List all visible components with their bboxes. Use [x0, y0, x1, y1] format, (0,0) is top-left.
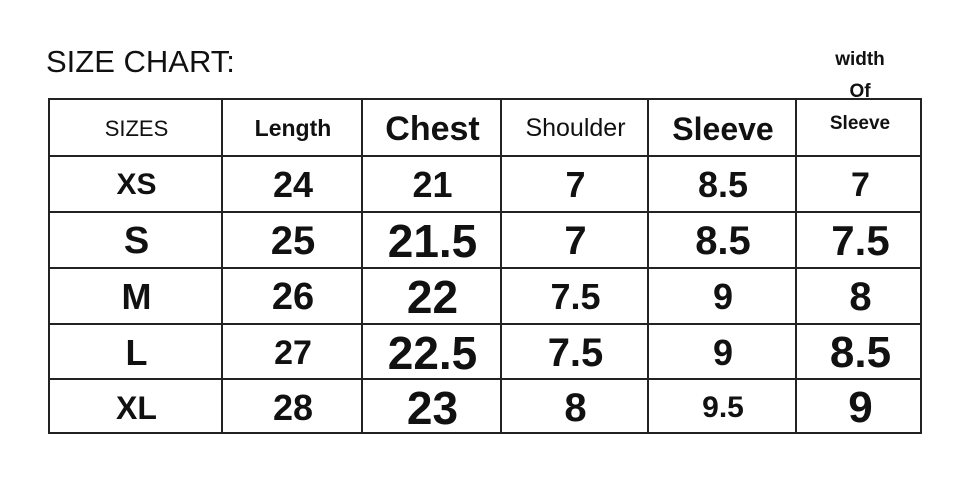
cell-shoulder: 7.5	[550, 276, 601, 317]
row-divider	[50, 267, 920, 269]
header-width-of-sleeve-line: Sleeve	[829, 113, 891, 134]
cell-sizes: S	[123, 220, 150, 262]
row-divider	[50, 323, 920, 325]
cell-sizes: M	[121, 276, 152, 317]
cell-chest: 22	[406, 271, 459, 323]
cell-chest: 22.5	[387, 326, 478, 379]
cell-width-of-sleeve: 9	[848, 383, 873, 432]
column-divider	[647, 100, 649, 432]
column-divider	[361, 100, 363, 432]
cell-chest: 21	[412, 164, 453, 205]
cell-length: 26	[271, 276, 315, 318]
page-title: SIZE CHART:	[46, 44, 235, 79]
cell-sizes: XS	[116, 168, 157, 201]
cell-sleeve: 9	[712, 276, 734, 317]
cell-chest: 23	[406, 382, 459, 434]
column-divider	[221, 100, 223, 432]
cell-length: 28	[272, 387, 314, 428]
cell-width-of-sleeve: 8.5	[829, 327, 892, 377]
cell-width-of-sleeve: 7.5	[831, 217, 890, 264]
size-table: SIZES Length Chest Shoulder Sleeve XS 24 21 7 8.5…	[48, 98, 922, 434]
header-width-of-sleeve: width Of Sleeve	[800, 44, 920, 140]
header-sizes: SIZES	[104, 115, 169, 141]
row-divider	[50, 211, 920, 213]
header-width-of-sleeve-line: Of	[849, 81, 871, 102]
cell-chest: 21.5	[387, 215, 478, 267]
cell-width-of-sleeve: 7	[851, 166, 870, 204]
cell-sizes: XL	[116, 390, 157, 426]
column-divider	[500, 100, 502, 432]
cell-sleeve: 8.5	[695, 219, 751, 263]
column-divider	[795, 100, 797, 432]
cell-length: 24	[272, 164, 314, 205]
cell-shoulder: 7	[565, 164, 586, 205]
row-divider	[50, 155, 920, 157]
cell-width-of-sleeve: 8	[849, 275, 872, 319]
cell-sleeve: 9.5	[702, 391, 744, 424]
header-width-of-sleeve-line: width	[835, 49, 885, 70]
header-length: Length	[254, 115, 332, 141]
header-chest: Chest	[385, 109, 480, 148]
header-sleeve: Sleeve	[672, 110, 774, 147]
header-shoulder: Shoulder	[525, 114, 626, 142]
row-divider	[50, 378, 920, 380]
cell-shoulder: 7	[564, 219, 587, 263]
cell-sleeve: 9	[712, 331, 734, 373]
cell-length: 25	[270, 219, 316, 263]
cell-sleeve: 8.5	[697, 164, 749, 205]
cell-shoulder: 7.5	[547, 330, 604, 375]
cell-sizes: L	[125, 331, 148, 373]
cell-length: 27	[274, 333, 312, 372]
cell-shoulder: 8	[564, 386, 587, 430]
